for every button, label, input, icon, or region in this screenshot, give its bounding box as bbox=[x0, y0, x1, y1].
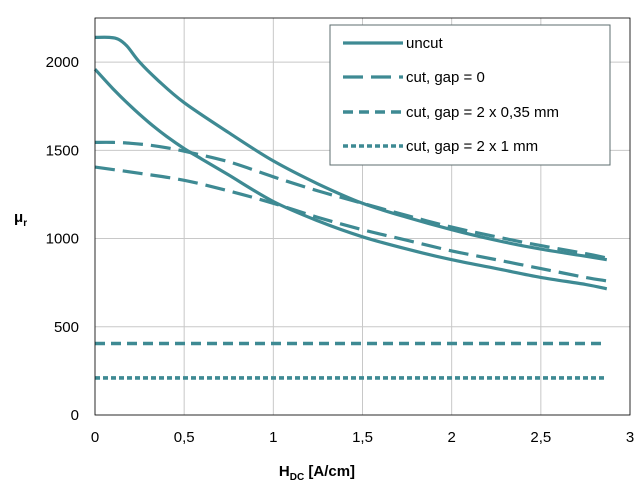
tick-labels: 0 0,5 1 1,5 2 2,5 3 0 500 1000 1500 2000 bbox=[46, 54, 635, 446]
x-axis-title-main: H bbox=[279, 463, 290, 480]
y-axis-title: μr bbox=[14, 209, 27, 229]
x-tick-label: 0 bbox=[91, 429, 99, 446]
x-tick-label: 1,5 bbox=[352, 429, 373, 446]
series-layer bbox=[93, 35, 608, 380]
y-axis-title-sub: r bbox=[23, 218, 27, 229]
legend-label: cut, gap = 0 bbox=[406, 69, 485, 86]
legend-label: cut, gap = 2 x 0,35 mm bbox=[406, 104, 559, 121]
legend-box bbox=[329, 24, 611, 166]
x-tick-label: 2,5 bbox=[530, 429, 551, 446]
y-tick-label: 2000 bbox=[46, 54, 79, 71]
y-axis-title-main: μ bbox=[14, 209, 23, 226]
legend-entries: uncut cut, gap = 0 cut, gap = 2 x 0,35 mm c… bbox=[343, 35, 559, 155]
series-line bbox=[93, 68, 608, 291]
legend: uncut cut, gap = 0 cut, gap = 2 x 0,35 mm c… bbox=[329, 24, 611, 166]
x-axis-title: HDC [A/cm] bbox=[279, 463, 355, 483]
x-tick-label: 1 bbox=[269, 429, 277, 446]
series-1 bbox=[93, 35, 608, 291]
legend-label: cut, gap = 2 x 1 mm bbox=[406, 138, 538, 155]
x-axis-title-unit: [A/cm] bbox=[304, 463, 355, 480]
plot-frame bbox=[94, 17, 631, 416]
x-tick-label: 2 bbox=[447, 429, 455, 446]
y-tick-label: 0 bbox=[71, 407, 79, 424]
y-tick-label: 500 bbox=[54, 319, 79, 336]
x-axis-title-sub: DC bbox=[290, 472, 304, 483]
legend-label: uncut bbox=[406, 35, 444, 52]
series-line bbox=[94, 140, 608, 260]
x-tick-label: 3 bbox=[626, 429, 634, 446]
series-line bbox=[94, 165, 608, 283]
x-tick-label: 0,5 bbox=[174, 429, 195, 446]
y-tick-label: 1000 bbox=[46, 231, 79, 248]
series-2 bbox=[94, 140, 608, 283]
y-tick-label: 1500 bbox=[46, 142, 79, 159]
series-line bbox=[94, 35, 608, 262]
